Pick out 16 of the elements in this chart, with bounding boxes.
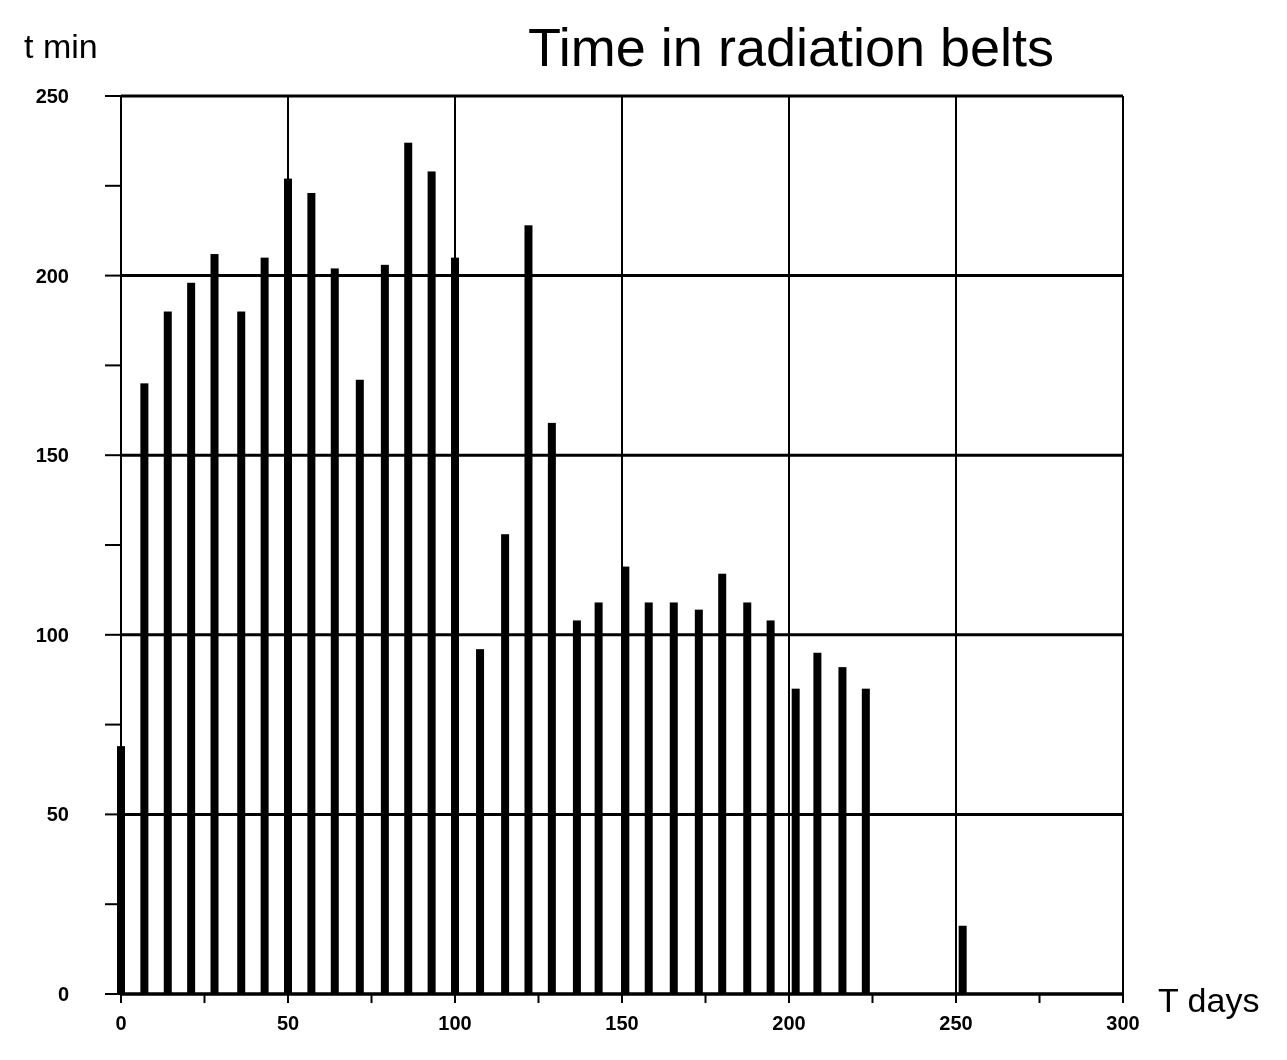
y-tick-label: 200 xyxy=(35,264,69,287)
x-tick-label: 0 xyxy=(115,1012,127,1034)
x-tick-label: 150 xyxy=(605,1012,639,1034)
y-tick-label: 150 xyxy=(35,444,69,467)
x-tick-label: 200 xyxy=(772,1012,806,1034)
y-tick-label: 50 xyxy=(46,803,69,826)
x-tick-label: 250 xyxy=(939,1012,973,1034)
x-tick-label: 100 xyxy=(438,1012,472,1034)
x-tick-label: 50 xyxy=(276,1012,300,1034)
chart-title: Time in radiation belts xyxy=(527,17,1055,77)
x-axis-title: T days xyxy=(1158,981,1260,1019)
y-axis-title: t min xyxy=(24,27,98,65)
x-tick-label: 300 xyxy=(1106,1012,1140,1034)
y-tick-label: 100 xyxy=(35,623,69,646)
y-tick-label: 0 xyxy=(57,983,69,1005)
y-tick-label: 250 xyxy=(35,85,69,107)
